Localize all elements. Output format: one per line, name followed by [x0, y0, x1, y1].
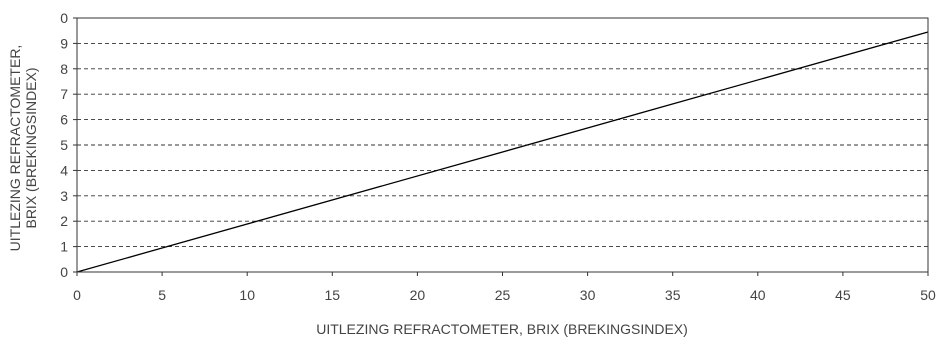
series-line-0 [76, 31, 929, 273]
y-axis-label-line-2: BRIX (BREKINGSINDEX) [23, 67, 39, 228]
grid-lines [77, 42, 928, 248]
x-tick-label-0: 0 [73, 287, 81, 303]
y-tick-label-9: 9 [60, 35, 68, 51]
x-tick-label-20: 20 [410, 287, 426, 303]
x-tick-label-10: 10 [239, 287, 255, 303]
y-tick-label-0: 0 [60, 264, 68, 280]
x-tick-label-50: 50 [920, 287, 936, 303]
y-tick-label-8: 8 [60, 61, 68, 77]
x-tick-labels: 0 5 10 15 20 25 30 35 40 45 50 [73, 287, 936, 303]
y-tick-labels: 0 1 2 3 4 5 6 7 8 9 0 [60, 10, 68, 280]
series-layer [76, 31, 929, 273]
x-tick-label-45: 45 [835, 287, 851, 303]
y-tick-label-5: 5 [60, 137, 68, 153]
x-tick-label-40: 40 [750, 287, 766, 303]
x-axis-label: UITLEZING REFRACTOMETER, BRIX (BREKINGSI… [316, 321, 688, 337]
x-tick-label-15: 15 [325, 287, 341, 303]
axes [73, 17, 929, 276]
y-tick-label-7: 7 [60, 86, 68, 102]
x-tick-label-35: 35 [665, 287, 681, 303]
y-tick-label-6: 6 [60, 112, 68, 128]
y-tick-label-10: 0 [60, 10, 68, 26]
y-tick-label-2: 2 [60, 213, 68, 229]
y-tick-label-3: 3 [60, 188, 68, 204]
y-tick-label-1: 1 [60, 239, 68, 255]
y-axis-label-line-1: UITLEZING REFRACTOMETER, [7, 45, 23, 252]
x-tick-label-25: 25 [495, 287, 511, 303]
y-tick-label-4: 4 [60, 162, 68, 178]
x-tick-label-30: 30 [580, 287, 596, 303]
x-tick-label-5: 5 [158, 287, 166, 303]
y-axis-label: UITLEZING REFRACTOMETER, BRIX (BREKINGSI… [7, 45, 39, 252]
